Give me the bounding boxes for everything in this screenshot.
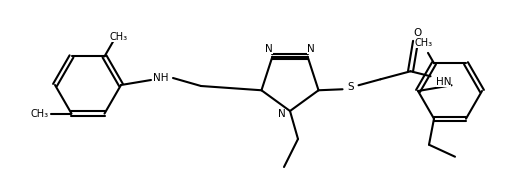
Text: S: S xyxy=(347,82,354,92)
Text: O: O xyxy=(413,28,422,38)
Text: N: N xyxy=(307,44,314,54)
Text: CH₃: CH₃ xyxy=(109,32,128,42)
Text: N: N xyxy=(266,44,273,54)
Text: NH: NH xyxy=(153,73,169,83)
Text: N: N xyxy=(278,109,286,119)
Text: CH₃: CH₃ xyxy=(30,108,49,119)
Text: CH₃: CH₃ xyxy=(415,38,433,48)
Text: HN: HN xyxy=(436,77,451,87)
